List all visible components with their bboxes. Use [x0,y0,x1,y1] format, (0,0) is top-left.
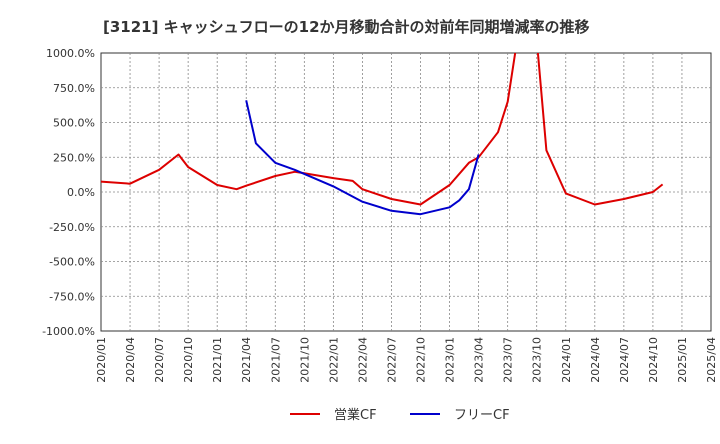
x-tick-label: 2022/01 [327,337,340,383]
x-tick-label: 2024/01 [560,337,573,383]
y-tick-label: -1000.0% [42,325,95,338]
chart-title: [3121] キャッシュフローの12か月移動合計の対前年同期増減率の推移 [103,18,590,36]
y-tick-label: -750.0% [49,290,95,303]
series-line-2 [245,100,480,216]
y-tick-label: -500.0% [49,256,95,269]
x-tick-label: 2023/04 [473,337,486,383]
x-tick-label: 2022/07 [385,337,398,383]
y-tick-label: 0.0% [67,186,95,199]
x-tick-label: 2023/01 [444,337,457,383]
y-tick-label: 250.0% [53,151,95,164]
x-tick-label: 2024/10 [647,337,660,383]
legend-label: フリーCF [454,408,510,423]
x-tick-label: 2021/07 [269,337,282,383]
legend: 営業CF フリーCF [290,407,510,423]
x-tick-label: 2024/07 [618,337,631,383]
x-tick-label: 2022/04 [356,337,369,383]
x-tick-label: 2021/04 [240,337,253,383]
x-tick-label: 2023/10 [531,337,544,383]
y-axis-ticks: 1000.0% 750.0% 500.0% 250.0% 0.0% -250.0% -500… [42,47,95,338]
x-axis-ticks: 2020/01 2020/04 2020/07 2020/10 2021/01 2021/… [95,337,718,383]
x-tick-label: 2021/01 [211,337,224,383]
x-tick-label: 2020/04 [124,337,137,383]
x-tick-label: 2020/07 [153,337,166,383]
x-tick-label: 2022/10 [415,337,428,383]
grid [101,53,711,331]
y-tick-label: 750.0% [53,82,95,95]
x-tick-label: 2025/04 [705,337,718,383]
series [101,53,664,216]
x-tick-label: 2024/04 [589,337,602,383]
y-tick-label: 1000.0% [46,47,95,60]
x-tick-label: 2020/10 [182,337,195,383]
x-tick-label: 2025/01 [676,337,689,383]
y-tick-label: 500.0% [53,117,95,130]
series-line-1 [101,53,664,206]
x-tick-label: 2023/07 [502,337,515,383]
x-tick-label: 2020/01 [95,337,108,383]
x-tick-label: 2021/10 [298,337,311,383]
y-tick-label: -250.0% [49,221,95,234]
legend-label: 営業CF [334,407,377,423]
